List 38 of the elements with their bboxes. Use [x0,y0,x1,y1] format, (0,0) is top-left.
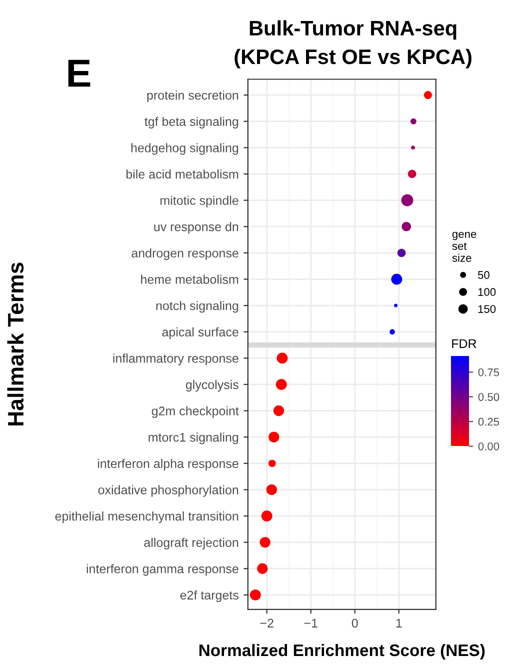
x-tick-label: 0 [352,618,358,628]
color-bar-label: 0.75 [478,368,500,376]
y-tick-label: mtorc1 signaling [148,432,238,444]
y-tick-label: notch signaling [156,300,238,313]
y-tick-label: e2f targets [180,590,238,602]
y-tick-label: tgf beta signaling [144,116,238,128]
x-tick-label: 1 [396,618,402,628]
y-tick-label: g2m checkpoint [152,406,239,418]
color-bar-label: 0.50 [478,393,500,401]
y-tick-label: uv response dn [154,222,238,234]
y-tick-label: androgen response [132,248,238,260]
y-tick-label: apical surface [162,327,238,339]
y-tick-label: hedgehog signaling [131,143,238,155]
legend-title: gene set size [452,232,476,262]
color-bar-label: 0.00 [478,442,500,450]
y-tick-label: inflammatory response [113,354,238,366]
y-tick-label: oxidative phosphorylation [98,485,238,497]
legend-label: 150 [478,305,496,313]
y-axis-title: Hallmark Terms [7,262,24,426]
chart-subtitle: (KPCA Fst OE vs KPCA) [234,48,472,68]
y-tick-label: interferon gamma response [86,564,238,576]
y-tick-label: epithelial mesenchymal transition [55,511,238,524]
y-tick-label: protein secretion [147,90,238,102]
y-tick-label: mitotic spindle [160,196,238,208]
x-tick-label: −2 [260,618,274,628]
y-tick-label: glycolysis [186,380,238,392]
legend-label: 50 [478,271,490,279]
y-tick-label: interferon alpha response [98,458,238,470]
y-tick-label: allograft rejection [144,538,238,550]
chart-title: Bulk-Tumor RNA-seq [250,20,456,40]
y-tick-label: bile acid metabolism [126,169,238,179]
x-tick-label: −1 [304,618,318,628]
legend-label: 100 [478,288,496,296]
color-bar-title: FDR [452,339,476,348]
color-bar-label: 0.25 [478,418,500,426]
y-tick-label: heme metabolism [141,274,238,284]
text: E [68,60,90,87]
x-axis-title: Normalized Enrichment Score (NES) [199,644,485,660]
